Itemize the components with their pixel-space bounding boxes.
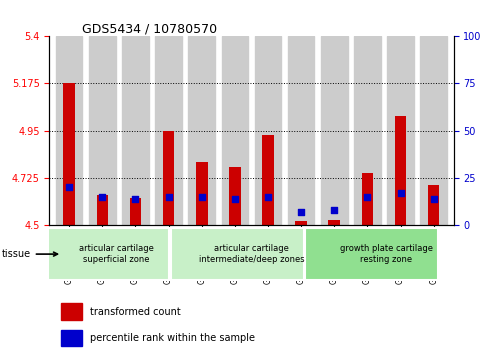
FancyBboxPatch shape xyxy=(171,228,304,280)
Bar xyxy=(288,36,315,225)
Point xyxy=(264,194,272,200)
Bar xyxy=(64,83,75,225)
Bar xyxy=(361,173,373,225)
Point xyxy=(297,209,305,215)
Bar xyxy=(163,131,175,225)
Point xyxy=(231,196,239,201)
Point xyxy=(132,196,140,201)
Bar xyxy=(428,185,439,225)
Point xyxy=(330,207,338,213)
Bar xyxy=(321,36,348,225)
Bar xyxy=(328,220,340,225)
Text: tissue: tissue xyxy=(1,249,58,259)
Bar xyxy=(89,36,115,225)
Bar xyxy=(188,36,215,225)
Bar xyxy=(222,36,248,225)
Text: growth plate cartilage
resting zone: growth plate cartilage resting zone xyxy=(340,244,433,264)
Text: transformed count: transformed count xyxy=(90,307,180,317)
Text: articular cartilage
superficial zone: articular cartilage superficial zone xyxy=(79,244,154,264)
Bar xyxy=(262,135,274,225)
Bar xyxy=(229,167,241,225)
Text: percentile rank within the sample: percentile rank within the sample xyxy=(90,333,255,343)
Bar xyxy=(130,198,141,225)
Point xyxy=(165,194,173,200)
FancyBboxPatch shape xyxy=(36,228,169,280)
Point xyxy=(65,184,73,190)
Point xyxy=(198,194,206,200)
Point xyxy=(396,190,404,196)
Bar xyxy=(97,195,108,225)
Bar xyxy=(387,36,414,225)
Bar xyxy=(62,330,82,346)
Bar xyxy=(354,36,381,225)
Point xyxy=(430,196,438,201)
FancyBboxPatch shape xyxy=(305,228,438,280)
Bar xyxy=(56,36,82,225)
Text: articular cartilage
intermediate/deep zones: articular cartilage intermediate/deep zo… xyxy=(199,244,304,264)
Bar xyxy=(255,36,281,225)
Bar xyxy=(295,221,307,225)
Bar xyxy=(196,162,208,225)
Bar xyxy=(62,303,82,320)
Bar xyxy=(122,36,149,225)
Bar xyxy=(155,36,182,225)
Bar xyxy=(421,36,447,225)
Text: GDS5434 / 10780570: GDS5434 / 10780570 xyxy=(82,22,217,35)
Bar xyxy=(395,116,406,225)
Point xyxy=(99,194,106,200)
Point xyxy=(363,194,371,200)
